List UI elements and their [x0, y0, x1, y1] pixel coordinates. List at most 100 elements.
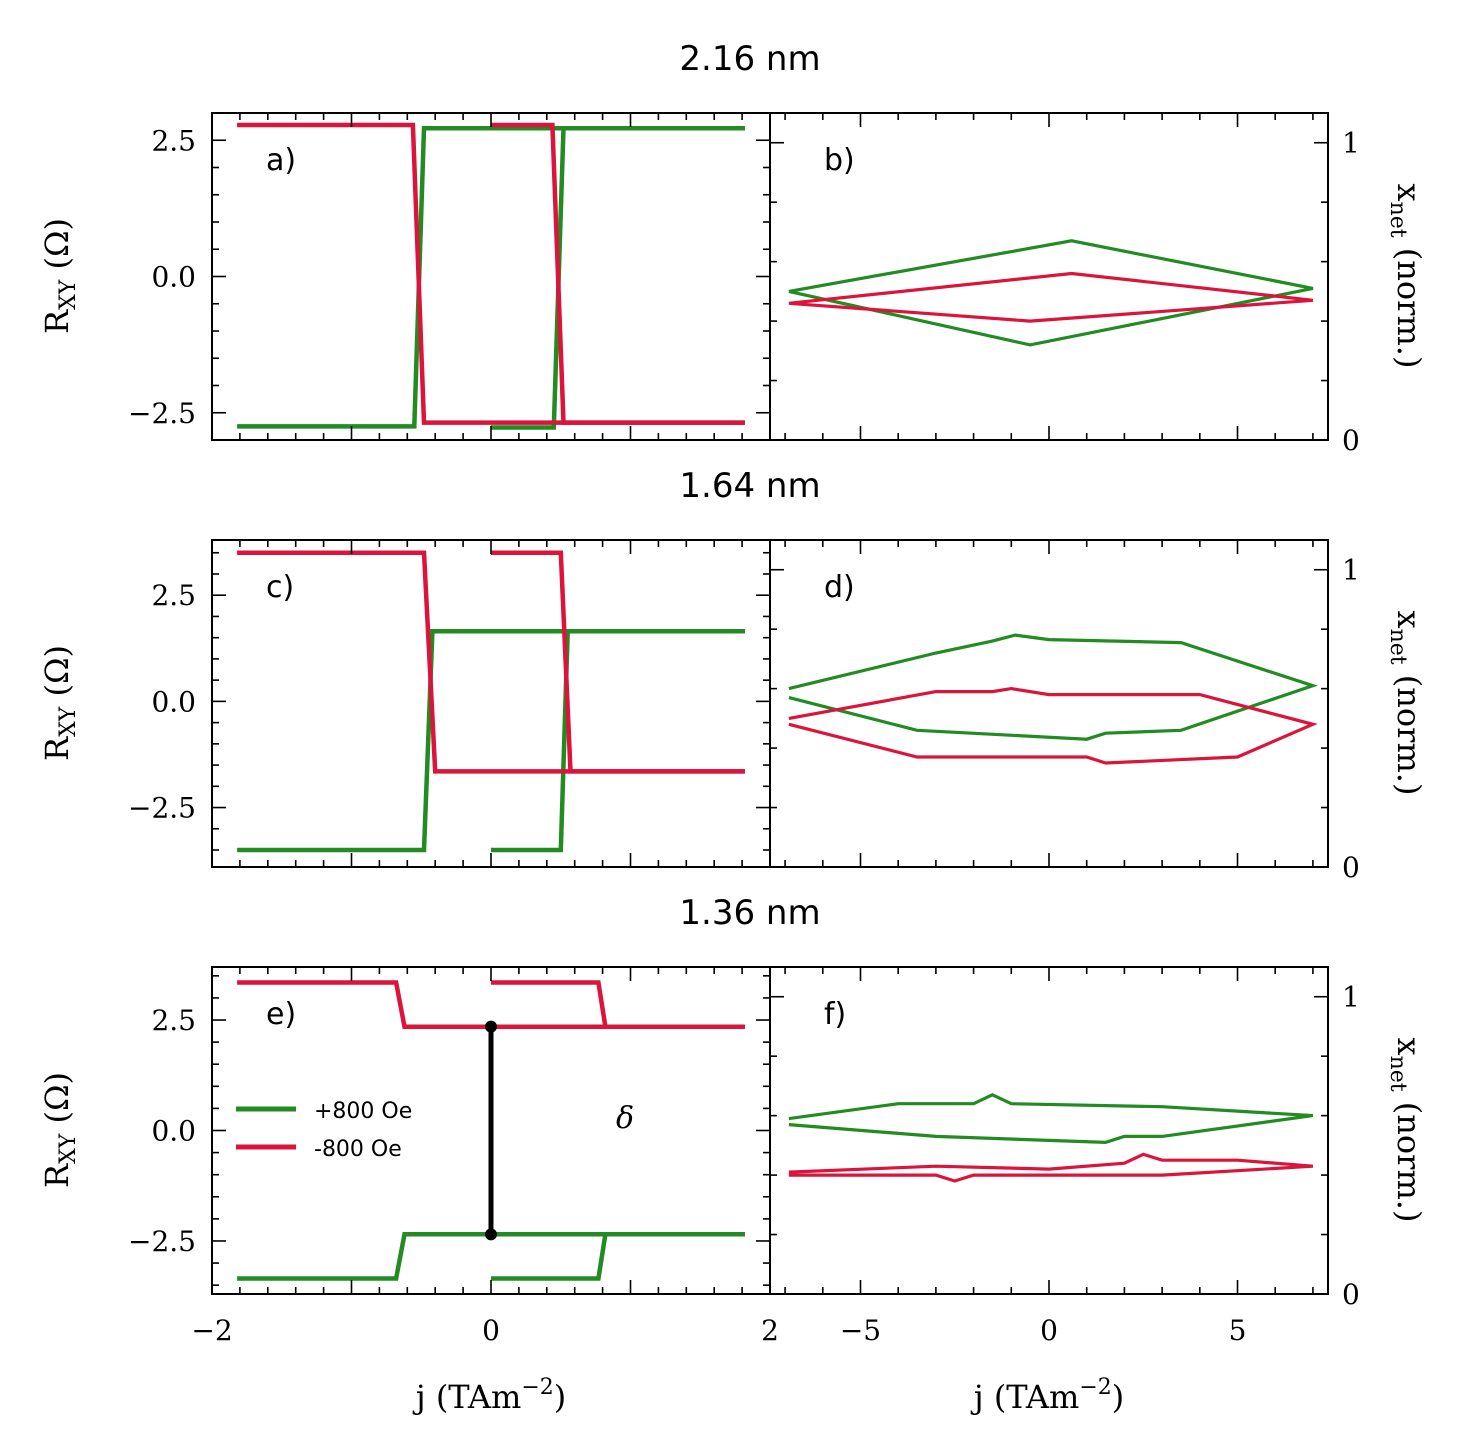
panel-label-c: c) [266, 570, 294, 605]
svg-text:RXY (Ω): RXY (Ω) [38, 218, 81, 334]
series-line-pos-1 [491, 629, 745, 853]
series-line-pos-1 [491, 126, 745, 430]
series-line-pos-0 [237, 629, 745, 853]
series-line-neg-0 [788, 1152, 1314, 1183]
y-label-left-sub: XY [56, 279, 81, 310]
series-line-neg-1 [491, 122, 745, 425]
y-label-left-unit: (Ω) [38, 645, 76, 707]
series-line-pos-0 [237, 1232, 745, 1281]
series-line-neg-0 [237, 550, 745, 774]
y-label-right-main: x [1390, 184, 1428, 202]
x-tick-label: 0 [1040, 1314, 1058, 1347]
series-line-pos-0 [237, 126, 745, 429]
svg-text:RXY (Ω): RXY (Ω) [38, 645, 81, 761]
x-tick-label: −2 [191, 1314, 232, 1347]
y-tick-label: 1 [1342, 554, 1360, 587]
series-line-neg-0 [788, 686, 1318, 765]
y-tick-label: −2.5 [128, 792, 196, 825]
y-label-left-main: R [38, 1163, 76, 1188]
series-line-neg-1 [491, 550, 745, 774]
row-title-3: 1.36 nm [679, 893, 820, 933]
y-tick-label: 2.5 [151, 579, 196, 612]
panel-label-d: d) [824, 570, 855, 605]
y-label-right-1: xnet (norm.) [1385, 184, 1428, 369]
y-tick-label: 0 [1342, 1278, 1360, 1311]
x-label-right-exp: −2 [1079, 1375, 1111, 1400]
y-tick-label: −2.5 [128, 397, 196, 430]
x-label-right-main: j (TAm [970, 1378, 1080, 1416]
legend: +800 Oe -800 Oe [236, 1099, 412, 1162]
x-tick-label: 5 [1229, 1314, 1247, 1347]
series-line-neg-0 [237, 980, 745, 1029]
series-line-neg-0 [237, 122, 745, 425]
x-tick-label: −5 [840, 1314, 881, 1347]
y-tick-label: 0 [1342, 424, 1360, 457]
y-label-left-2: RXY (Ω) [38, 645, 81, 761]
panel-label-a: a) [266, 143, 296, 178]
x-label-left-close: ) [554, 1378, 566, 1416]
x-label-right-close: ) [1112, 1378, 1124, 1416]
panel-frame [211, 539, 771, 868]
y-tick-label: 1 [1342, 127, 1360, 160]
y-label-left-1: RXY (Ω) [38, 218, 81, 334]
row-title-2: 1.64 nm [679, 466, 820, 506]
y-label-right-2: xnet (norm.) [1385, 611, 1428, 796]
series-line-neg-1 [491, 980, 745, 1029]
delta-endpoint-bottom [485, 1228, 497, 1241]
panel-d [788, 633, 1318, 765]
y-label-right-3: xnet (norm.) [1385, 1038, 1428, 1223]
panel-f [788, 1093, 1314, 1183]
svg-text:RXY (Ω): RXY (Ω) [38, 1072, 81, 1188]
panel-label-b: b) [824, 143, 855, 178]
series-line-pos-0 [788, 239, 1314, 347]
y-tick-label: −2.5 [128, 1225, 196, 1258]
y-label-right-sub: net [1385, 1056, 1410, 1092]
y-label-left-3: RXY (Ω) [38, 1072, 81, 1188]
y-label-right-main: x [1390, 611, 1428, 629]
panel-label-e: e) [266, 997, 296, 1032]
x-label-left-main: j (TAm [412, 1378, 522, 1416]
series-line-pos-0 [788, 633, 1318, 741]
y-tick-label: 0 [1342, 851, 1360, 884]
y-tick-label: 0.0 [151, 261, 196, 294]
y-label-right-unit: (norm.) [1390, 665, 1428, 796]
legend-label-neg: -800 Oe [314, 1137, 402, 1162]
panel-e [237, 980, 745, 1281]
svg-text:xnet (norm.): xnet (norm.) [1385, 1038, 1428, 1223]
delta-label: δ [616, 1101, 634, 1136]
y-tick-label: 0.0 [151, 685, 196, 718]
y-label-left-sub: XY [56, 1133, 81, 1164]
y-label-left-unit: (Ω) [38, 1072, 76, 1134]
x-tick-label: 0 [482, 1314, 500, 1347]
y-label-left-sub: XY [56, 706, 81, 737]
delta-endpoint-top [485, 1020, 497, 1033]
y-tick-label: 0.0 [151, 1115, 196, 1148]
y-label-left-main: R [38, 736, 76, 761]
y-label-right-sub: net [1385, 202, 1410, 238]
panel-c [237, 550, 745, 853]
y-label-right-main: x [1390, 1038, 1428, 1056]
y-tick-label: 2.5 [151, 1004, 196, 1037]
row-title-1: 2.16 nm [679, 39, 820, 79]
x-tick-label: 2 [761, 1314, 779, 1347]
x-label-left-exp: −2 [521, 1375, 553, 1400]
series-line-neg-0 [788, 271, 1314, 323]
svg-text:xnet (norm.): xnet (norm.) [1385, 184, 1428, 369]
legend-label-pos: +800 Oe [314, 1099, 412, 1124]
axes-layer: 2.5 0.0 −2.5 1 0 2.5 0.0 −2.5 1 0 2.5 0.0 −2.5 −2 0 2 1 0… [128, 112, 1360, 1347]
y-label-left-main: R [38, 309, 76, 334]
panel-label-f: f) [824, 997, 846, 1032]
svg-text:xnet (norm.): xnet (norm.) [1385, 611, 1428, 796]
y-tick-label: 2.5 [151, 124, 196, 157]
series-line-pos-1 [491, 1232, 745, 1281]
series-line-pos-0 [788, 1093, 1314, 1145]
x-label-left: j (TAm−2) [412, 1375, 567, 1416]
panel-b [788, 239, 1314, 347]
y-label-right-unit: (norm.) [1390, 1092, 1428, 1223]
x-label-right: j (TAm−2) [970, 1375, 1125, 1416]
y-label-left-unit: (Ω) [38, 218, 76, 280]
y-label-right-sub: net [1385, 629, 1410, 665]
y-label-right-unit: (norm.) [1390, 238, 1428, 369]
y-tick-label: 1 [1342, 981, 1360, 1014]
